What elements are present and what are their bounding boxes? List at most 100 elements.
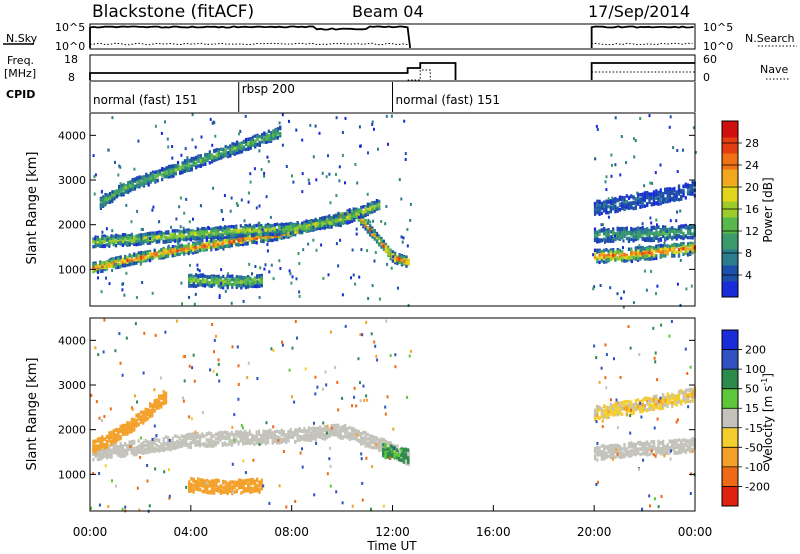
power-cell xyxy=(610,174,613,178)
power-cell xyxy=(236,141,239,146)
power-cell xyxy=(643,254,646,259)
velocity-cell xyxy=(146,450,149,455)
power-cell xyxy=(276,230,279,234)
power-cell xyxy=(217,245,220,249)
power-cell xyxy=(682,224,685,228)
power-cell xyxy=(659,163,662,167)
power-cell xyxy=(618,248,622,253)
velocity-cell xyxy=(171,443,174,447)
power-cell xyxy=(263,267,266,271)
nsky-tick-bottom: 10^0 xyxy=(55,40,85,53)
power-cell xyxy=(231,142,234,146)
velocity-cell xyxy=(178,440,181,444)
velocity-cell xyxy=(108,449,111,453)
power-cell xyxy=(247,141,250,146)
power-cell xyxy=(673,235,676,239)
power-cell xyxy=(609,200,612,204)
power-cell xyxy=(217,274,220,279)
power-cell xyxy=(689,184,692,188)
velocity-cell xyxy=(130,450,133,454)
power-cell xyxy=(230,232,233,237)
power-cell xyxy=(301,190,304,194)
power-cell xyxy=(268,270,271,274)
power-cell xyxy=(598,249,601,253)
power-cell xyxy=(133,261,136,265)
velocity-cell xyxy=(162,448,165,452)
power-cell xyxy=(227,151,230,154)
power-cell xyxy=(646,247,649,252)
velocity-cell xyxy=(105,451,109,455)
power-cell xyxy=(249,146,252,150)
power-cell xyxy=(158,232,161,237)
power-cell xyxy=(267,129,270,134)
power-cell xyxy=(639,201,642,205)
power-cell xyxy=(282,233,285,237)
velocity-cell xyxy=(171,436,174,441)
power-cell xyxy=(173,245,177,249)
power-cell xyxy=(394,252,397,257)
power-cell xyxy=(223,228,227,232)
power-cell xyxy=(186,159,189,163)
power-cell xyxy=(101,244,104,249)
power-cell xyxy=(101,264,104,269)
power-cell xyxy=(269,232,272,236)
power-cell xyxy=(189,250,192,254)
velocity-cell xyxy=(187,432,190,437)
power-cell xyxy=(244,233,247,237)
power-cell xyxy=(596,234,599,238)
power-cell xyxy=(99,206,102,210)
velocity-cell xyxy=(198,440,202,444)
velocity-cell xyxy=(149,449,152,454)
power-cell xyxy=(213,277,216,281)
power-cell xyxy=(604,180,607,184)
power-cell xyxy=(335,214,338,219)
power-cell xyxy=(146,235,149,239)
power-cell xyxy=(369,232,372,236)
power-cell xyxy=(682,192,685,197)
power-cell xyxy=(224,276,227,281)
power-cell xyxy=(224,281,227,285)
power-cell xyxy=(364,220,367,225)
power-cell xyxy=(174,168,177,172)
power-cell xyxy=(282,229,285,233)
power-cell xyxy=(637,199,640,204)
power-cell xyxy=(244,237,247,241)
power-cell xyxy=(689,229,692,233)
velocity-cell xyxy=(228,439,231,443)
power-cell xyxy=(206,282,209,287)
power-cell xyxy=(226,244,229,248)
power-cell xyxy=(296,221,299,225)
power-cell xyxy=(274,131,277,135)
power-cell xyxy=(646,190,649,195)
power-cell xyxy=(598,212,601,216)
power-cell xyxy=(330,218,333,222)
power-cell xyxy=(214,241,217,245)
power-cell xyxy=(295,128,298,132)
power-cell xyxy=(201,279,204,284)
power-cell xyxy=(138,177,141,181)
power-cell xyxy=(668,248,671,252)
power-cell xyxy=(373,127,375,131)
power-cell xyxy=(94,268,97,273)
power-cell xyxy=(171,238,174,242)
power-cell xyxy=(632,201,635,206)
velocity-cell xyxy=(248,441,251,446)
power-cell xyxy=(255,236,258,240)
freq-unit: [MHz] xyxy=(4,67,36,80)
power-cell xyxy=(400,255,403,259)
velocity-cell xyxy=(126,443,129,448)
velocity-cell xyxy=(110,452,113,457)
velocity-cell xyxy=(133,452,136,456)
velocity-cell xyxy=(115,448,118,453)
power-cell xyxy=(187,231,190,235)
power-cell xyxy=(639,233,642,238)
power-cell xyxy=(228,225,231,229)
velocity-cell xyxy=(183,439,186,443)
power-cell xyxy=(205,244,208,248)
power-cell xyxy=(207,225,210,229)
power-cell xyxy=(364,213,367,217)
power-cell xyxy=(201,240,204,244)
power-cell xyxy=(96,237,99,242)
power-cell xyxy=(641,249,644,254)
power-cell xyxy=(177,160,179,164)
